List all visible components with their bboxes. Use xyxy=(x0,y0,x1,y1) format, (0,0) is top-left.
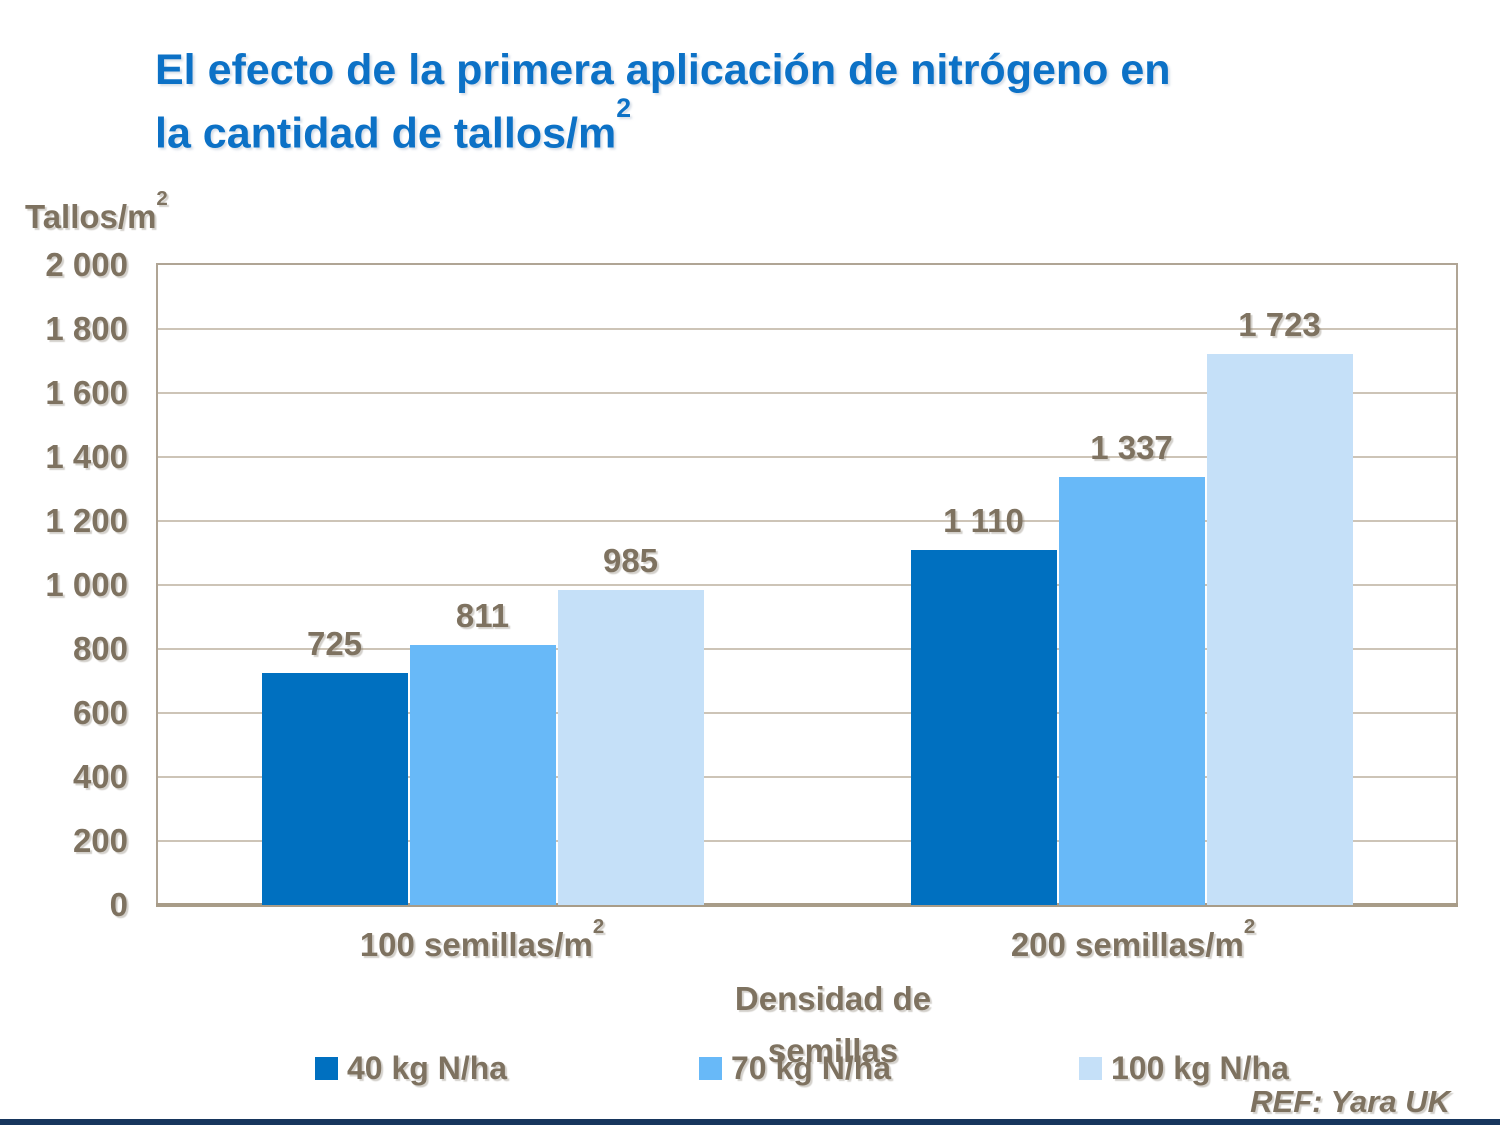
y-tick-label: 1 000 xyxy=(45,566,128,603)
gridline xyxy=(158,584,1456,586)
bar-40-kg-N/ha-cat2 xyxy=(910,550,1057,905)
y-tick-label: 1 200 xyxy=(45,502,128,539)
bar-value-label: 725 xyxy=(306,625,363,662)
bar-value-label: 811 xyxy=(455,597,510,634)
legend-entry-40kg: 40 kg N/ha xyxy=(315,1050,507,1087)
y-tick-label: 400 xyxy=(72,758,128,795)
gridline xyxy=(158,840,1456,842)
bar-value-label: 1 110 xyxy=(943,502,1024,539)
y-tick-label: 1 400 xyxy=(45,438,128,475)
y-tick-label: 1 600 xyxy=(45,374,128,411)
plot-area: 725 1 110 811 1 337 985 1 723 xyxy=(156,263,1458,907)
x-axis-title-line2: semillas xyxy=(767,1032,899,1069)
legend-label-70kg: 70 kg N/ha xyxy=(731,1050,892,1086)
chart-title-line1: El efecto de la primera aplicación de ni… xyxy=(155,46,1171,94)
gridline xyxy=(158,328,1456,330)
chart-title-line2: la cantidad de tallos/m xyxy=(155,109,617,158)
gridline xyxy=(158,456,1456,458)
bar-70-kg-N/ha-cat1 xyxy=(409,645,556,905)
chart-title-superscript: 2 xyxy=(616,93,632,124)
y-tick-label: 600 xyxy=(72,694,128,731)
reference-text: REF: Yara UK xyxy=(1250,1084,1450,1119)
legend-swatch-70kg-icon xyxy=(699,1057,722,1080)
y-axis-title: Tallos/m2 xyxy=(25,187,168,236)
x-category-label-1: 100 semillas/m2 xyxy=(359,915,604,964)
y-tick-label: 800 xyxy=(72,630,128,667)
y-tick-label: 0 xyxy=(109,886,128,923)
gridline xyxy=(158,648,1456,650)
x-category-label-1-superscript: 2 xyxy=(592,914,605,938)
x-category-label-1-text: 100 semillas/m xyxy=(359,926,593,963)
gridline xyxy=(158,776,1456,778)
y-tick-label: 2 000 xyxy=(45,246,128,283)
bar-value-label: 1 723 xyxy=(1238,306,1321,343)
gridline xyxy=(158,392,1456,394)
gridline xyxy=(158,520,1456,522)
legend-entry-70kg: 70 kg N/ha xyxy=(699,1050,891,1087)
bar-value-label: 985 xyxy=(602,542,659,579)
legend-entry-100kg: 100 kg N/ha xyxy=(1079,1050,1289,1087)
y-axis-title-superscript: 2 xyxy=(156,186,168,210)
bar-100-kg-N/ha-cat1 xyxy=(557,590,704,905)
y-tick-label: 200 xyxy=(72,822,128,859)
legend-label-40kg: 40 kg N/ha xyxy=(347,1050,508,1086)
x-axis-title-line1: Densidad de xyxy=(734,980,932,1017)
chart-title: El efecto de la primera aplicación de ni… xyxy=(155,44,1405,160)
footer-accent-bar xyxy=(0,1119,1500,1125)
legend-swatch-40kg-icon xyxy=(315,1057,338,1080)
bar-value-label: 1 337 xyxy=(1090,429,1173,466)
gridline xyxy=(158,712,1456,714)
bar-40-kg-N/ha-cat1 xyxy=(261,673,408,905)
y-axis-title-text: Tallos/m xyxy=(25,198,157,235)
x-category-label-2-superscript: 2 xyxy=(1243,914,1256,938)
legend-label-100kg: 100 kg N/ha xyxy=(1111,1050,1289,1086)
x-category-label-2: 200 semillas/m2 xyxy=(1010,915,1255,964)
y-tick-label: 1 800 xyxy=(45,310,128,347)
bar-100-kg-N/ha-cat2 xyxy=(1206,354,1353,905)
legend-swatch-100kg-icon xyxy=(1079,1057,1102,1080)
x-category-label-2-text: 200 semillas/m xyxy=(1010,926,1244,963)
x-axis-line xyxy=(156,903,1458,907)
bar-70-kg-N/ha-cat2 xyxy=(1058,477,1205,905)
